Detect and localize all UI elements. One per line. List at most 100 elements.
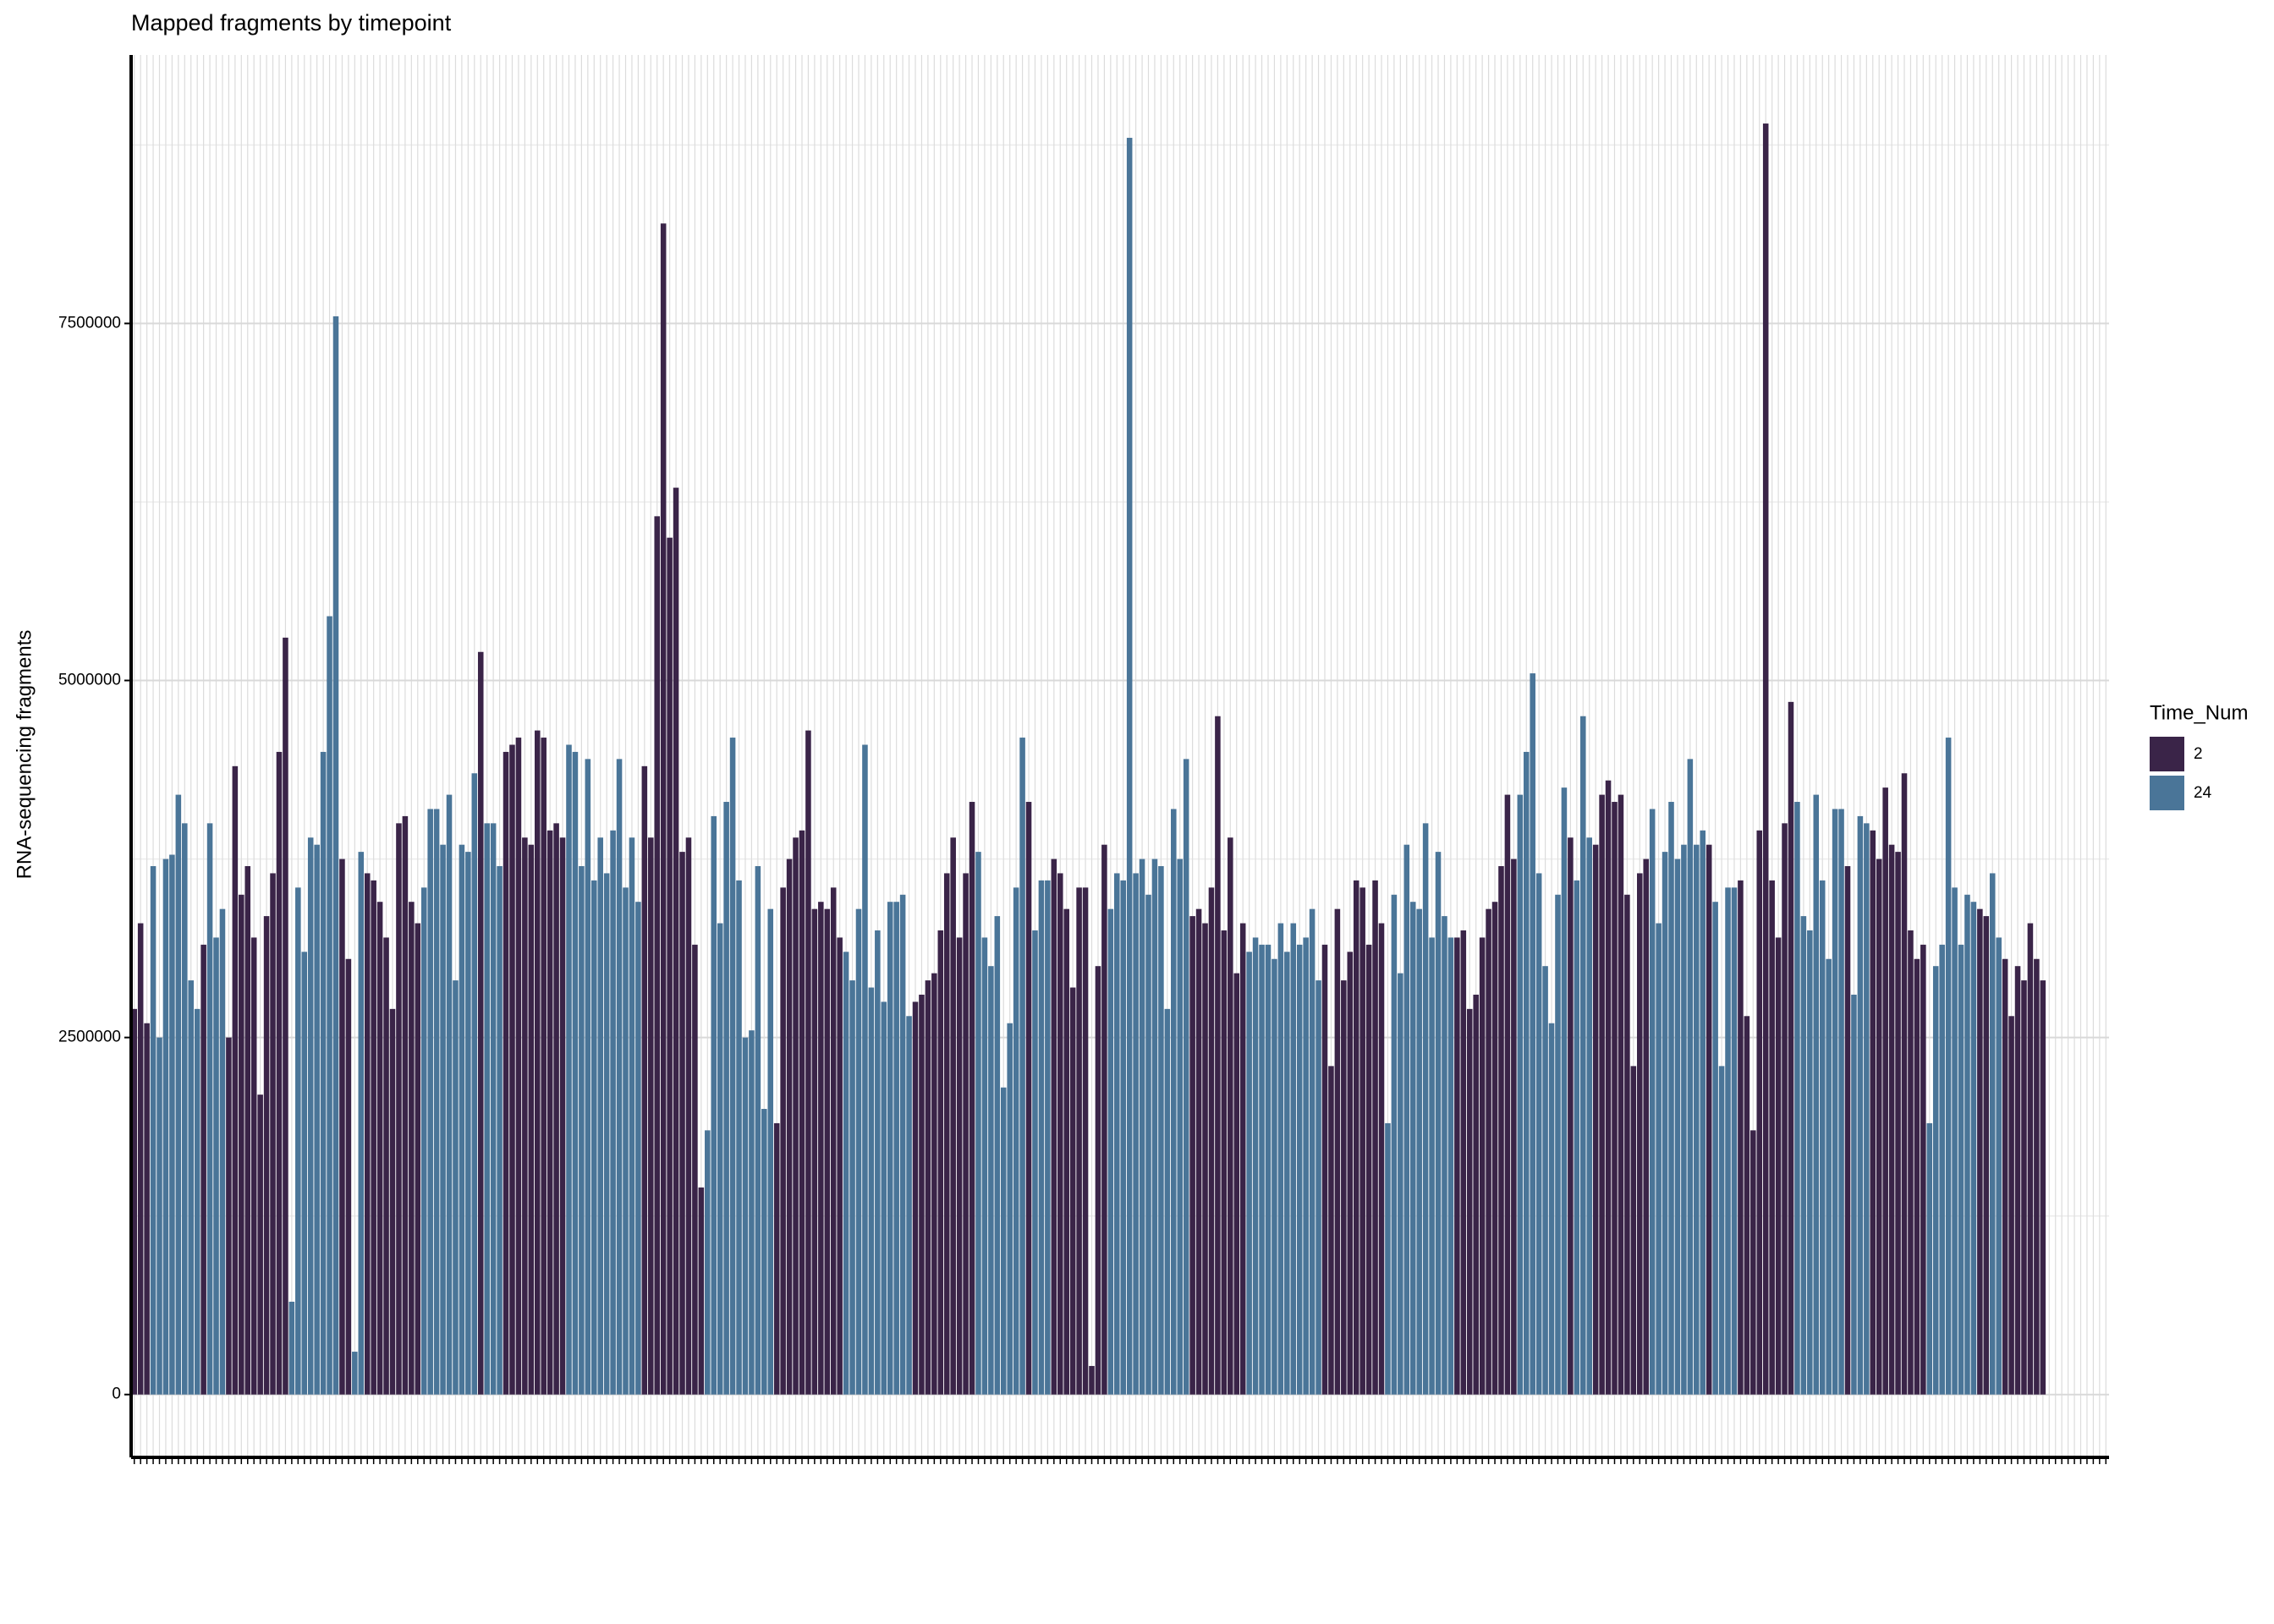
bar [1794,802,1800,1395]
bar [1353,880,1359,1395]
bar [1051,859,1057,1395]
bar [925,980,931,1395]
bar [295,887,301,1395]
bar [1996,937,2002,1395]
bar [1057,873,1063,1395]
bar [1498,866,1504,1395]
bar [1826,958,1832,1395]
bar [931,973,937,1395]
y-tick-label: 0 [112,1385,121,1403]
bar [1756,830,1763,1395]
bar [2021,980,2027,1395]
bar [263,916,270,1395]
bar [1038,880,1045,1395]
bar [371,880,376,1395]
bar [1788,701,1794,1395]
bar [1807,930,1813,1395]
bar [679,852,685,1395]
bar [1435,852,1442,1395]
bar [1694,844,1700,1395]
bar [1568,837,1574,1395]
bar [1334,908,1341,1395]
bar [503,751,509,1395]
bar [1221,930,1228,1395]
bar [553,823,559,1395]
bar [1025,802,1032,1395]
bar [131,1008,137,1395]
bar [1511,859,1517,1395]
bar [603,873,610,1395]
bar [660,223,667,1395]
bar [1926,1122,1933,1395]
bar [1738,880,1744,1395]
bar [1637,873,1643,1395]
bar [1725,887,1731,1395]
bar [572,751,579,1395]
bar [1164,1008,1171,1395]
bar [1908,930,1914,1395]
bar [749,1030,755,1395]
bar [887,902,893,1395]
bar [1284,952,1290,1395]
bar [415,923,421,1395]
bar [471,773,478,1395]
bar [1579,716,1586,1395]
bar [1932,966,1939,1395]
bar [1491,902,1498,1395]
bar [150,866,157,1395]
bar [288,1301,295,1395]
bar [1876,859,1882,1395]
bar [352,1352,358,1395]
bar [534,730,541,1395]
bar [1158,866,1164,1395]
bar [1668,802,1674,1395]
bar [2008,1016,2014,1395]
bar [849,980,855,1395]
bar [1265,944,1272,1395]
bar [484,823,490,1395]
bar [780,887,786,1395]
bar [1769,880,1775,1395]
bar [182,823,188,1395]
bar [1535,873,1542,1395]
bar [654,516,661,1395]
bar [585,759,591,1395]
bar [1101,844,1107,1395]
bar [590,880,597,1395]
bar [1385,1122,1391,1395]
bar [200,944,206,1395]
bar [1864,823,1870,1395]
bar [793,837,799,1395]
bar [1718,1066,1725,1395]
bar [1643,859,1650,1395]
bar [1592,844,1599,1395]
bar [1328,1066,1334,1395]
bar [1359,887,1365,1395]
bar [1782,823,1788,1395]
bar [364,873,371,1395]
bar [1530,673,1535,1395]
bar [1895,852,1901,1395]
bar [1372,880,1378,1395]
bar [956,937,963,1395]
bar [597,837,603,1395]
bar [1063,908,1069,1395]
bar [276,751,283,1395]
bar [566,744,572,1395]
bar [1851,994,1857,1395]
bar [919,994,925,1395]
bar [226,1037,232,1395]
bar [1901,773,1908,1395]
bar [162,859,169,1395]
bar [1504,794,1511,1395]
bar [1303,937,1309,1395]
bar [818,902,824,1395]
bar [1045,880,1051,1395]
bar [1989,873,1996,1395]
bar [899,894,906,1395]
bar [1958,944,1964,1395]
bar [420,887,427,1395]
bar [497,866,503,1395]
bar [490,823,497,1395]
